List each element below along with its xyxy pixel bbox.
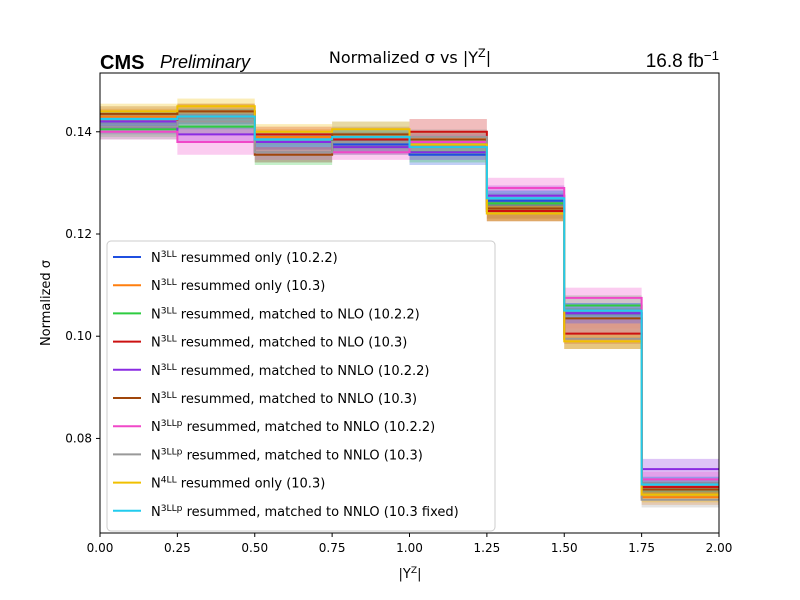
x-tick-label-3: 0.75 bbox=[319, 541, 346, 555]
legend-box bbox=[106, 240, 496, 532]
y-tick-label-1: 0.10 bbox=[65, 329, 92, 343]
legend-entry-7: N3LLp resummed, matched to NNLO (10.3) bbox=[151, 447, 423, 463]
y-axis-label: Normalized σ bbox=[39, 260, 54, 346]
legend-entry-0: N3LL resummed only (10.2.2) bbox=[151, 250, 338, 266]
x-tick-label-1: 0.25 bbox=[164, 541, 191, 555]
series-lines bbox=[100, 105, 719, 501]
legend-entry-4: N3LL resummed, matched to NNLO (10.2.2) bbox=[151, 363, 429, 379]
legend-entry-8: N4LL resummed only (10.3) bbox=[151, 476, 325, 492]
tick-marks: 0.00 0.25 0.50 0.75 1.00 1.25 1.50 1.75 2.00 0.08… bbox=[65, 125, 732, 555]
x-tick-label-7: 1.75 bbox=[628, 541, 655, 555]
y-tick-label-0: 0.08 bbox=[65, 431, 92, 445]
x-tick-label-4: 1.00 bbox=[396, 541, 423, 555]
y-tick-label-3: 0.14 bbox=[65, 125, 92, 139]
legend-entry-3: N3LL resummed, matched to NLO (10.3) bbox=[151, 335, 407, 351]
x-axis-label: |YZ| bbox=[399, 566, 422, 582]
experiment-label: CMS bbox=[100, 52, 144, 74]
x-tick-label-8: 2.00 bbox=[706, 541, 733, 555]
legend: N3LL resummed only (10.2.2) N3LL resummed… bbox=[106, 240, 496, 532]
legend-entry-2: N3LL resummed, matched to NLO (10.2.2) bbox=[151, 306, 420, 322]
x-tick-label-0: 0.00 bbox=[87, 541, 114, 555]
band-7-bin-2 bbox=[254, 139, 333, 163]
series-line-9 bbox=[100, 115, 719, 486]
status-label: Preliminary bbox=[160, 52, 251, 72]
x-tick-label-2: 0.50 bbox=[241, 541, 268, 555]
legend-entry-6: N3LLp resummed, matched to NNLO (10.2.2) bbox=[151, 419, 435, 435]
legend-entry-1: N3LL resummed only (10.3) bbox=[151, 278, 325, 294]
chart-title: Normalized σ vs |YZ| bbox=[329, 47, 491, 68]
y-tick-label-2: 0.12 bbox=[65, 227, 92, 241]
x-tick-label-6: 1.50 bbox=[551, 541, 578, 555]
x-tick-label-5: 1.25 bbox=[474, 541, 501, 555]
legend-entry-9: N3LLp resummed, matched to NNLO (10.3 fi… bbox=[151, 504, 459, 520]
luminosity-label: 16.8 fb−1 bbox=[646, 48, 719, 73]
legend-entry-5: N3LL resummed, matched to NNLO (10.3) bbox=[151, 391, 417, 407]
